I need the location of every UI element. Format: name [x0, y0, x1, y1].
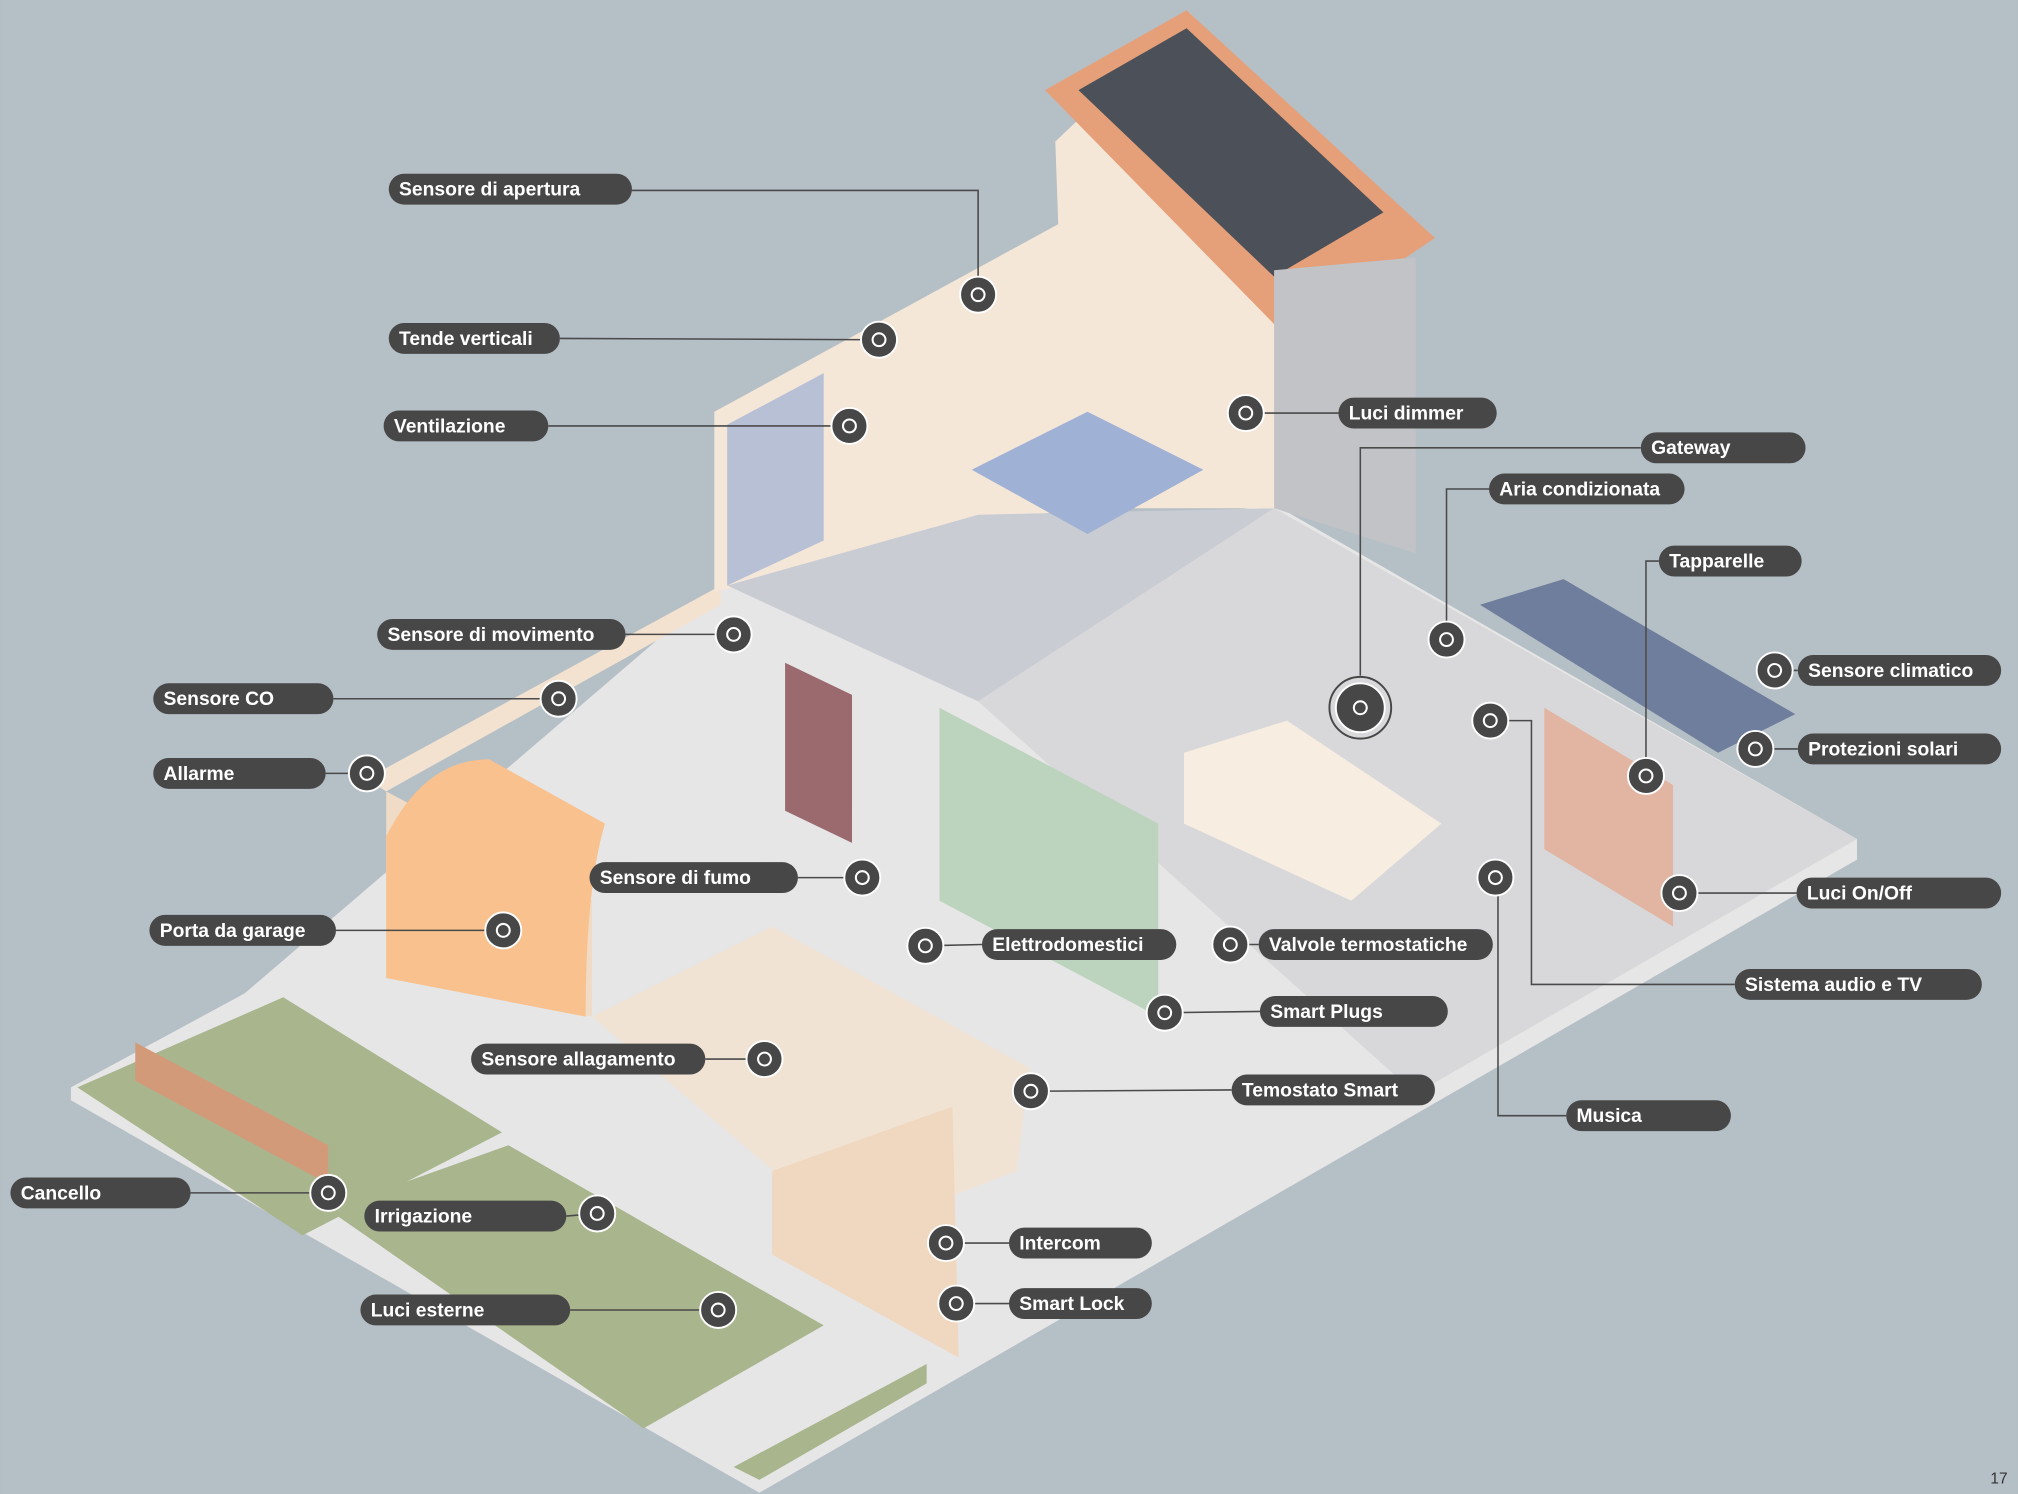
icon	[928, 1225, 964, 1261]
diagram: Sensore di apertura Tende verticali Ventil…	[0, 0, 2018, 1494]
icon	[1429, 622, 1465, 658]
icon	[1013, 1073, 1049, 1109]
icon	[844, 860, 880, 896]
label-text: Cancello	[21, 1183, 102, 1204]
icon	[310, 1175, 346, 1211]
icon	[700, 1292, 736, 1328]
label-text: Luci esterne	[371, 1300, 485, 1321]
label-text: Smart Lock	[1019, 1294, 1124, 1315]
label-text: Sensore CO	[164, 689, 274, 710]
icon	[1661, 875, 1697, 911]
icon	[349, 755, 385, 791]
label-text: Tende verticali	[399, 329, 533, 350]
label-text: Luci dimmer	[1349, 403, 1464, 424]
icon	[1628, 758, 1664, 794]
label-text: Intercom	[1019, 1233, 1101, 1254]
callout: Smart Lock	[938, 1286, 1152, 1322]
icon	[746, 1041, 782, 1077]
icon	[1212, 927, 1248, 963]
label-text: Sensore di movimento	[387, 625, 594, 646]
label-text: Tapparelle	[1669, 551, 1764, 572]
label-text: Irrigazione	[375, 1206, 473, 1227]
icon	[1737, 731, 1773, 767]
label-text: Elettrodomestici	[992, 935, 1143, 956]
label-text: Smart Plugs	[1270, 1002, 1383, 1023]
label-text: Ventilazione	[394, 416, 506, 437]
label-text: Sensore di apertura	[399, 180, 581, 201]
label-text: Protezioni solari	[1808, 739, 1958, 760]
label-text: Aria condizionata	[1499, 479, 1660, 500]
icon	[907, 928, 943, 964]
label-text: Sistema audio e TV	[1745, 975, 1922, 996]
label-text: Sensore di fumo	[600, 868, 751, 889]
label-text: Valvole termostatiche	[1269, 935, 1468, 956]
icon	[1228, 395, 1264, 431]
icon	[1477, 860, 1513, 896]
icon	[960, 277, 996, 313]
label-text: Porta da garage	[160, 921, 306, 942]
icon	[938, 1286, 974, 1322]
label-text: Gateway	[1651, 438, 1731, 459]
icon	[716, 616, 752, 652]
icon	[1757, 652, 1793, 688]
icon	[541, 681, 577, 717]
page-number: 17	[1990, 1471, 2007, 1488]
icon	[1472, 703, 1508, 739]
icon	[485, 912, 521, 948]
icon	[1147, 995, 1183, 1031]
label-text: Luci On/Off	[1807, 883, 1913, 904]
label-text: Sensore climatico	[1808, 661, 1973, 682]
label-text: Sensore allagamento	[481, 1049, 675, 1070]
label-text: Allarme	[164, 764, 235, 785]
icon	[1336, 683, 1385, 732]
icon	[831, 408, 867, 444]
label-text: Temostato Smart	[1242, 1080, 1399, 1101]
label-text: Musica	[1576, 1106, 1642, 1127]
icon	[579, 1195, 615, 1231]
icon	[861, 322, 897, 358]
